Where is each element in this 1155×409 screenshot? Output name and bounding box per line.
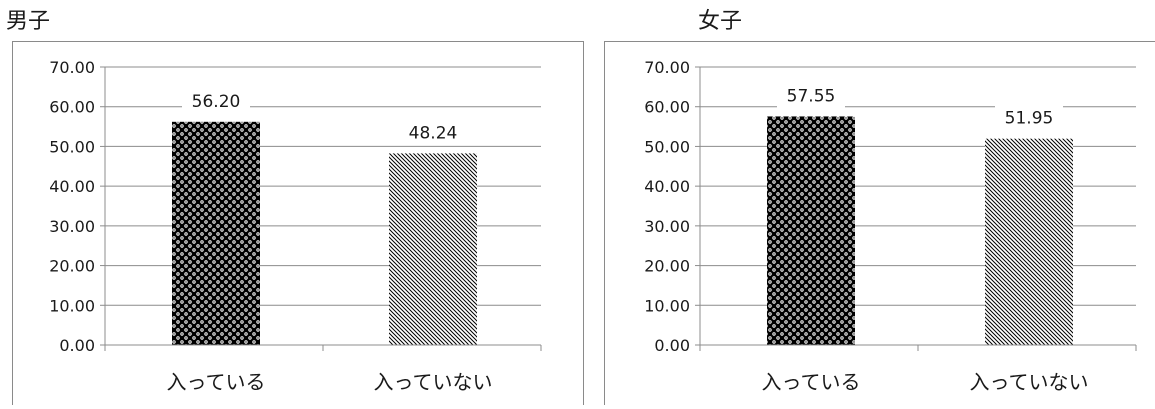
data-label: 57.55 (787, 86, 836, 106)
chart-title: 男子 (6, 9, 50, 34)
bar (172, 122, 260, 345)
data-label: 51.95 (1005, 109, 1054, 129)
y-tick-label: 10.00 (644, 296, 690, 315)
y-tick-label: 40.00 (49, 177, 95, 196)
x-category-label: 入っている (167, 370, 266, 394)
y-tick-label: 60.00 (644, 98, 690, 117)
y-tick-label: 50.00 (49, 137, 95, 156)
y-tick-label: 60.00 (49, 98, 95, 117)
y-tick-label: 30.00 (49, 217, 95, 236)
x-category-label: 入っていない (970, 370, 1089, 394)
y-tick-label: 0.00 (59, 336, 95, 355)
chart-panel-boys: 男子 0.00 10.00 20.00 30.00 40.00 50.00 60.00 70.… (6, 9, 584, 405)
y-tick-label: 70.00 (49, 58, 95, 77)
y-tick-label: 70.00 (644, 58, 690, 77)
bar (389, 153, 477, 345)
bar (767, 116, 855, 345)
y-tick-label: 10.00 (49, 296, 95, 315)
data-label: 48.24 (409, 123, 458, 143)
bar (985, 139, 1073, 345)
y-tick-label: 50.00 (644, 137, 690, 156)
y-tick-label: 40.00 (644, 177, 690, 196)
y-tick-label: 30.00 (644, 217, 690, 236)
y-tick-label: 0.00 (654, 336, 690, 355)
y-tick-label: 20.00 (644, 257, 690, 276)
x-category-label: 入っていない (374, 370, 493, 394)
chart-frame (13, 42, 584, 406)
data-label: 56.20 (192, 92, 241, 112)
y-tick-label: 20.00 (49, 257, 95, 276)
x-category-label: 入っている (762, 370, 861, 394)
chart-title: 女子 (698, 9, 742, 34)
chart-panel-girls: 女子 0.00 10.00 20.00 30.00 40.00 50.00 60.00 70.… (605, 9, 1155, 405)
